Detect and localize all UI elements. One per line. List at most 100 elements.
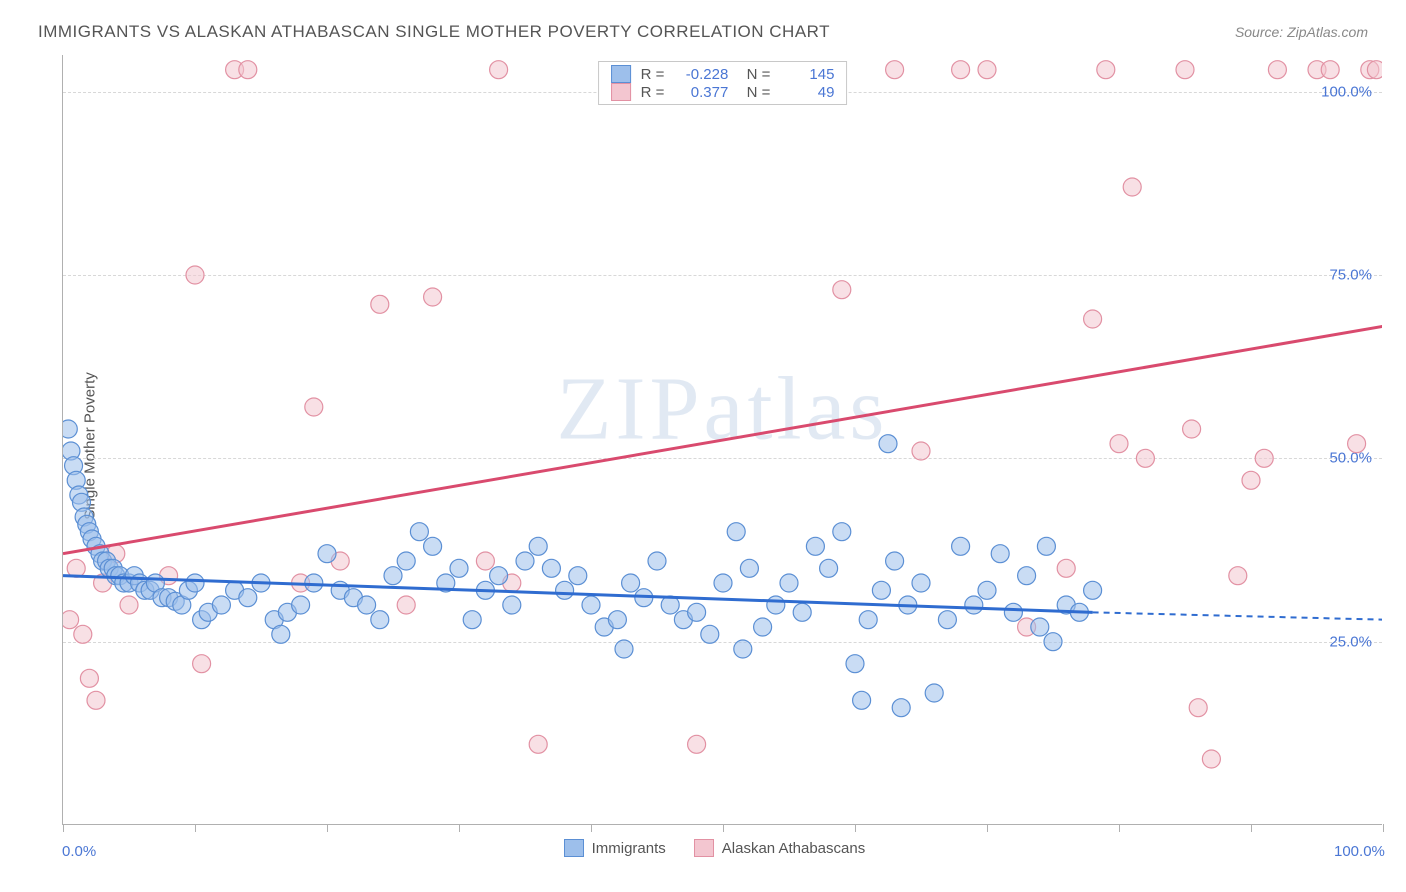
x-tick bbox=[63, 824, 64, 832]
legend-swatch bbox=[611, 65, 631, 83]
scatter-point-immigrants bbox=[125, 567, 143, 585]
scatter-point-immigrants bbox=[78, 515, 96, 533]
scatter-point-athabascans bbox=[529, 735, 547, 753]
scatter-point-immigrants bbox=[384, 567, 402, 585]
scatter-point-immigrants bbox=[107, 567, 125, 585]
scatter-point-immigrants bbox=[450, 559, 468, 577]
legend-swatch bbox=[694, 839, 714, 857]
scatter-point-immigrants bbox=[503, 596, 521, 614]
scatter-point-immigrants bbox=[141, 581, 159, 599]
scatter-point-immigrants bbox=[131, 574, 149, 592]
scatter-point-immigrants bbox=[160, 589, 178, 607]
legend-r-label: R = bbox=[641, 84, 665, 101]
scatter-point-athabascans bbox=[160, 567, 178, 585]
legend-n-label: N = bbox=[738, 66, 770, 83]
scatter-point-immigrants bbox=[1037, 537, 1055, 555]
series-legend-label: Immigrants bbox=[592, 840, 666, 857]
scatter-point-immigrants bbox=[179, 581, 197, 599]
plot-area: ZIPatlas 25.0%50.0%75.0%100.0% R =-0.228… bbox=[62, 55, 1382, 825]
scatter-point-athabascans bbox=[226, 61, 244, 79]
scatter-point-athabascans bbox=[952, 61, 970, 79]
scatter-point-immigrants bbox=[754, 618, 772, 636]
scatter-point-immigrants bbox=[886, 552, 904, 570]
scatter-point-athabascans bbox=[87, 691, 105, 709]
watermark-text: ZIPatlas bbox=[557, 357, 889, 460]
scatter-point-immigrants bbox=[938, 611, 956, 629]
scatter-point-immigrants bbox=[72, 493, 90, 511]
scatter-point-athabascans bbox=[688, 735, 706, 753]
scatter-point-athabascans bbox=[193, 655, 211, 673]
scatter-point-immigrants bbox=[806, 537, 824, 555]
scatter-point-athabascans bbox=[397, 596, 415, 614]
scatter-point-immigrants bbox=[91, 545, 109, 563]
legend-r-value: -0.228 bbox=[674, 66, 728, 83]
scatter-point-immigrants bbox=[952, 537, 970, 555]
scatter-point-athabascans bbox=[1097, 61, 1115, 79]
scatter-point-immigrants bbox=[714, 574, 732, 592]
scatter-point-immigrants bbox=[146, 574, 164, 592]
scatter-point-immigrants bbox=[265, 611, 283, 629]
scatter-point-athabascans bbox=[1110, 435, 1128, 453]
legend-n-label: N = bbox=[738, 84, 770, 101]
source-attribution: Source: ZipAtlas.com bbox=[1235, 24, 1368, 40]
scatter-point-immigrants bbox=[252, 574, 270, 592]
scatter-point-immigrants bbox=[463, 611, 481, 629]
scatter-point-immigrants bbox=[292, 596, 310, 614]
x-tick bbox=[1383, 824, 1384, 832]
scatter-point-immigrants bbox=[83, 530, 101, 548]
scatter-point-immigrants bbox=[199, 603, 217, 621]
scatter-point-athabascans bbox=[1242, 471, 1260, 489]
scatter-point-immigrants bbox=[529, 537, 547, 555]
scatter-point-athabascans bbox=[107, 545, 125, 563]
scatter-point-athabascans bbox=[331, 552, 349, 570]
legend-swatch bbox=[564, 839, 584, 857]
scatter-point-athabascans bbox=[490, 61, 508, 79]
scatter-point-immigrants bbox=[1004, 603, 1022, 621]
scatter-point-immigrants bbox=[424, 537, 442, 555]
scatter-point-immigrants bbox=[661, 596, 679, 614]
scatter-point-immigrants bbox=[65, 457, 83, 475]
legend-swatch bbox=[611, 83, 631, 101]
series-legend-item: Immigrants bbox=[564, 839, 666, 857]
scatter-point-immigrants bbox=[734, 640, 752, 658]
scatter-point-immigrants bbox=[331, 581, 349, 599]
scatter-point-immigrants bbox=[70, 486, 88, 504]
scatter-point-immigrants bbox=[965, 596, 983, 614]
x-tick bbox=[723, 824, 724, 832]
legend-row: R =0.377 N =49 bbox=[611, 83, 835, 101]
scatter-point-immigrants bbox=[674, 611, 692, 629]
scatter-point-immigrants bbox=[688, 603, 706, 621]
legend-r-label: R = bbox=[641, 66, 665, 83]
scatter-point-immigrants bbox=[212, 596, 230, 614]
scatter-point-immigrants bbox=[853, 691, 871, 709]
scatter-point-immigrants bbox=[87, 537, 105, 555]
y-tick-label: 100.0% bbox=[1321, 83, 1372, 100]
scatter-point-immigrants bbox=[397, 552, 415, 570]
scatter-point-immigrants bbox=[978, 581, 996, 599]
scatter-point-athabascans bbox=[886, 61, 904, 79]
scatter-point-immigrants bbox=[94, 552, 112, 570]
scatter-point-athabascans bbox=[1202, 750, 1220, 768]
scatter-point-immigrants bbox=[104, 559, 122, 577]
x-tick bbox=[195, 824, 196, 832]
scatter-point-athabascans bbox=[1321, 61, 1339, 79]
scatter-point-athabascans bbox=[978, 61, 996, 79]
scatter-point-athabascans bbox=[1189, 699, 1207, 717]
scatter-point-athabascans bbox=[912, 442, 930, 460]
scatter-point-immigrants bbox=[912, 574, 930, 592]
scatter-point-immigrants bbox=[1018, 567, 1036, 585]
scatter-point-immigrants bbox=[1057, 596, 1075, 614]
chart-title: IMMIGRANTS VS ALASKAN ATHABASCAN SINGLE … bbox=[38, 22, 830, 42]
scatter-point-immigrants bbox=[767, 596, 785, 614]
scatter-point-immigrants bbox=[410, 523, 428, 541]
scatter-point-immigrants bbox=[820, 559, 838, 577]
scatter-point-athabascans bbox=[1367, 61, 1382, 79]
legend-r-value: 0.377 bbox=[674, 84, 728, 101]
scatter-point-immigrants bbox=[991, 545, 1009, 563]
scatter-point-immigrants bbox=[153, 589, 171, 607]
scatter-point-immigrants bbox=[63, 420, 77, 438]
scatter-point-immigrants bbox=[239, 589, 257, 607]
scatter-point-immigrants bbox=[166, 592, 184, 610]
scatter-point-immigrants bbox=[859, 611, 877, 629]
y-tick-label: 75.0% bbox=[1329, 267, 1372, 284]
